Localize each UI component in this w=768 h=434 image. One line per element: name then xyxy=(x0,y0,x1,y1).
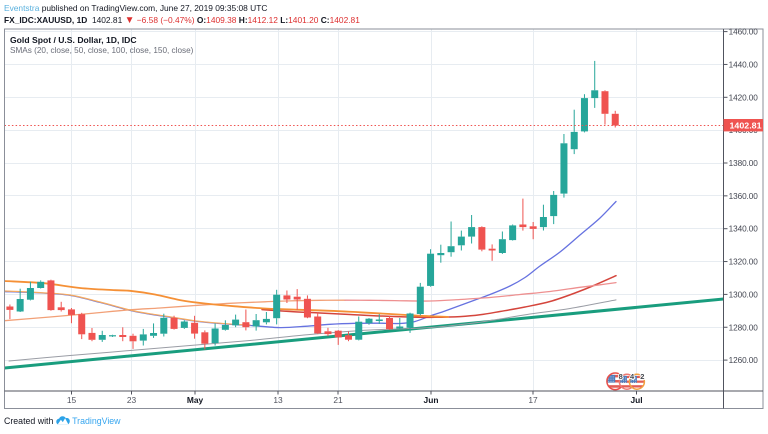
svg-text:1420.00: 1420.00 xyxy=(729,93,759,102)
svg-text:Jul: Jul xyxy=(630,395,642,405)
svg-text:15: 15 xyxy=(67,395,77,405)
svg-text:1360.00: 1360.00 xyxy=(729,192,759,201)
svg-text:1460.00: 1460.00 xyxy=(729,28,759,37)
svg-text:May: May xyxy=(187,395,204,405)
svg-text:1402.81: 1402.81 xyxy=(730,120,762,130)
svg-text:17: 17 xyxy=(528,395,538,405)
svg-text:Jun: Jun xyxy=(424,395,439,405)
svg-text:21: 21 xyxy=(333,395,343,405)
svg-text:1320.00: 1320.00 xyxy=(729,258,759,267)
svg-text:8: 8 xyxy=(619,372,623,381)
svg-text:23: 23 xyxy=(127,395,137,405)
svg-text:4: 4 xyxy=(630,372,635,381)
svg-text:1440.00: 1440.00 xyxy=(729,60,759,69)
svg-text:1340.00: 1340.00 xyxy=(729,225,759,234)
svg-text:2: 2 xyxy=(640,372,644,381)
svg-text:1280.00: 1280.00 xyxy=(729,323,759,332)
svg-text:1300.00: 1300.00 xyxy=(729,290,759,299)
svg-text:1380.00: 1380.00 xyxy=(729,159,759,168)
svg-text:1260.00: 1260.00 xyxy=(729,356,759,365)
svg-text:13: 13 xyxy=(273,395,283,405)
